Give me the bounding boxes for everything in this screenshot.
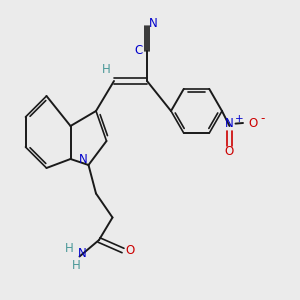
Text: N: N — [79, 153, 88, 166]
Text: O: O — [248, 116, 257, 130]
Text: H: H — [102, 63, 111, 76]
Text: O: O — [225, 145, 234, 158]
Text: N: N — [78, 247, 87, 260]
Text: H: H — [72, 259, 81, 272]
Text: +: + — [235, 114, 243, 124]
Text: N: N — [148, 17, 158, 31]
Text: N: N — [225, 117, 234, 130]
Text: H: H — [64, 242, 74, 256]
Text: -: - — [260, 112, 265, 125]
Text: C: C — [134, 44, 143, 58]
Text: O: O — [125, 244, 134, 257]
